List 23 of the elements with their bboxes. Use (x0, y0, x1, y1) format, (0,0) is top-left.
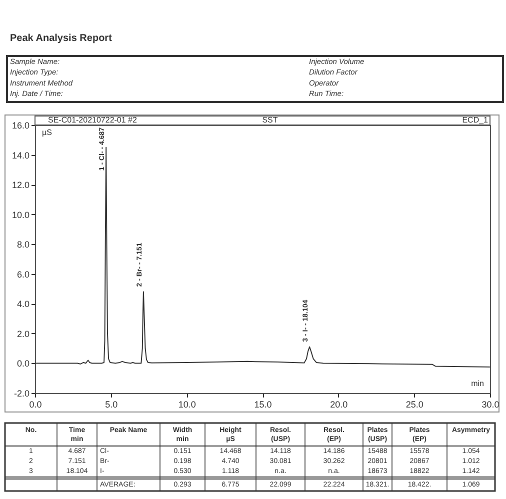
y-tick-label: 12.0 (12, 180, 30, 190)
chart-title: Peak Analysis Report (10, 33, 113, 44)
y-tick-label: 4.0 (16, 299, 30, 310)
y-tick-label: 6.0 (16, 269, 30, 280)
y-tick-label: 8.0 (16, 240, 30, 250)
x-axis-title: min (471, 379, 484, 388)
y-tick-label: 14.0 (12, 150, 30, 160)
text: ECD_1 (462, 116, 489, 124)
x-tick-label: 20.0 (330, 400, 348, 410)
x-tick-label: 15.0 (254, 400, 272, 410)
y-tick-label: 0.0 (16, 358, 30, 369)
y-tick-label: 10.0 (12, 210, 30, 220)
y-tick-label: 2.0 (16, 328, 30, 339)
x-tick-label: 0.0 (29, 400, 42, 410)
y-tick-label: -2.0 (14, 388, 30, 398)
x-tick-label: 10.0 (178, 400, 196, 410)
y-axis-title: µS (42, 128, 52, 137)
y-tick-label: 16.0 (12, 120, 30, 130)
x-tick-label: 25.0 (406, 400, 424, 410)
text: SST (262, 116, 278, 124)
x-tick-label: 5.0 (105, 400, 118, 410)
x-tick-label: 30.0 (482, 400, 500, 410)
text: SE-C01-20210722-01 #2 (48, 116, 138, 124)
